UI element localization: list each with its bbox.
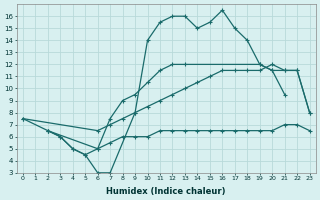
X-axis label: Humidex (Indice chaleur): Humidex (Indice chaleur) [107,187,226,196]
